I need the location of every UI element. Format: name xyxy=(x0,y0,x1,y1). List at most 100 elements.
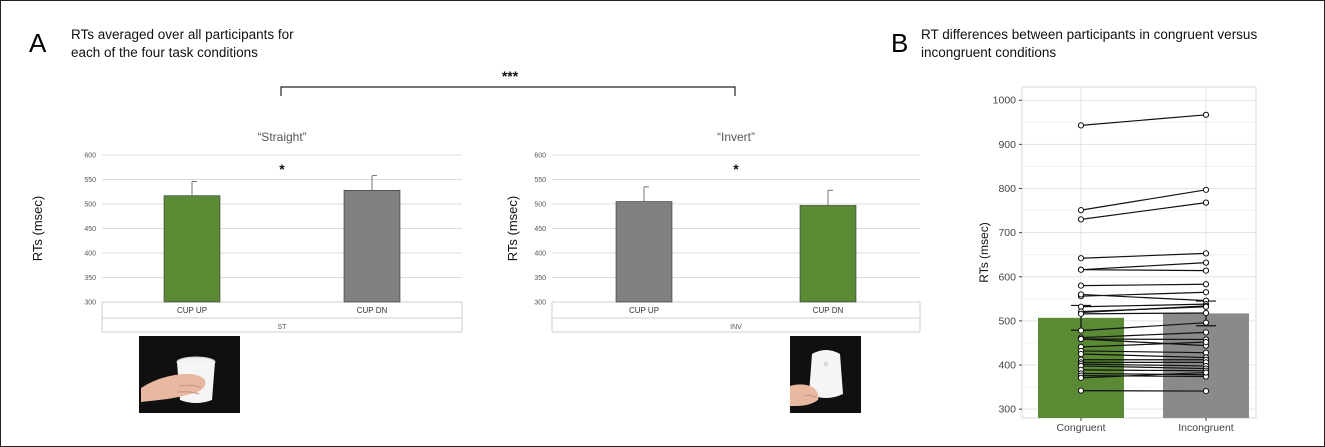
participant-line xyxy=(1080,312,1207,315)
x-category-label: CUP DN xyxy=(813,306,844,315)
participant-line xyxy=(1080,202,1207,220)
participant-line xyxy=(1080,189,1207,211)
y-tick-label: 400 xyxy=(534,251,546,258)
participant-point xyxy=(1202,281,1210,288)
participant-point xyxy=(1202,111,1210,118)
participant-line xyxy=(1080,252,1207,259)
chart-invert: 300 350 400 450 500 550 600 CUP UP CUP DN INV “Inv… xyxy=(505,130,921,333)
y-tick-label: 600 xyxy=(998,271,1016,283)
y-tick-label: 350 xyxy=(84,275,96,282)
overall-significance-label: *** xyxy=(502,68,519,84)
bar xyxy=(163,195,221,303)
participant-line xyxy=(1080,338,1207,347)
y-tick-label: 500 xyxy=(534,202,546,209)
y-tick-label: 700 xyxy=(998,227,1016,239)
participant-point xyxy=(1202,387,1210,395)
participant-line xyxy=(1080,293,1207,302)
panel-a-title-line1: RTs averaged over all participants for xyxy=(71,27,294,42)
significance-label: * xyxy=(279,161,285,177)
participant-line xyxy=(1080,322,1207,332)
participant-line xyxy=(1080,114,1207,126)
participant-point xyxy=(1077,387,1085,394)
participant-line xyxy=(1080,369,1207,372)
participant-line xyxy=(1080,375,1207,378)
participant-point xyxy=(1077,207,1085,214)
participant-point xyxy=(1077,216,1085,223)
participant-point xyxy=(1202,338,1210,346)
chart-congruent-incongruent: 300 400 500 600 700 800 900 1000 Congruent Incong… xyxy=(977,86,1257,434)
cup-inverted-photo xyxy=(790,336,861,413)
y-tick-label: 400 xyxy=(998,360,1016,372)
y-tick-label: 300 xyxy=(534,300,546,307)
x-category-label: Congruent xyxy=(1056,422,1105,434)
y-tick-label: 600 xyxy=(84,153,96,160)
y-tick-label: 900 xyxy=(998,139,1016,151)
participant-line xyxy=(1080,341,1207,348)
participant-line xyxy=(1080,353,1207,359)
participant-point xyxy=(1202,250,1210,257)
y-tick-label: 800 xyxy=(998,183,1016,195)
y-tick-label: 400 xyxy=(84,251,96,258)
y-tick-label: 300 xyxy=(998,404,1016,416)
significance-label: * xyxy=(733,161,739,177)
y-axis-label: RTs (msec) xyxy=(30,196,45,261)
overall-significance-bracket xyxy=(280,86,736,96)
participant-line xyxy=(1080,372,1207,376)
x-category-label: Incongruent xyxy=(1178,422,1234,434)
participant-point xyxy=(1202,259,1210,266)
x-group-label: ST xyxy=(278,324,288,331)
panel-b-title-line2: incongruent conditions xyxy=(921,45,1056,60)
y-tick-label: 500 xyxy=(84,202,96,209)
y-axis-label: RTs (msec) xyxy=(505,196,520,261)
y-tick-label: 350 xyxy=(534,275,546,282)
bar xyxy=(799,205,857,303)
y-tick-label: 300 xyxy=(84,300,96,307)
participant-point xyxy=(1077,255,1085,262)
participant-point xyxy=(1077,327,1085,334)
participant-point xyxy=(1202,267,1210,274)
chart-straight: 300 350 400 450 500 550 600 CUP UP CUP DN ST “Stra… xyxy=(30,130,463,333)
chart-title: “Invert” xyxy=(717,130,755,144)
y-tick-label: 500 xyxy=(998,315,1016,327)
participant-point xyxy=(1077,310,1085,317)
x-category-label: CUP UP xyxy=(177,306,207,315)
y-axis-label: RTs (msec) xyxy=(977,222,991,282)
participant-line xyxy=(1080,303,1207,308)
participant-point xyxy=(1077,374,1085,381)
bar xyxy=(615,201,673,303)
participant-line xyxy=(1080,262,1207,271)
x-category-label: CUP DN xyxy=(357,306,388,315)
participant-line xyxy=(1080,350,1207,354)
x-category-label: CUP UP xyxy=(629,306,659,315)
y-tick-label: 600 xyxy=(534,153,546,160)
panel-b-title-line1: RT differences between participants in c… xyxy=(921,27,1257,42)
cup-upright-photo xyxy=(139,336,240,413)
bar xyxy=(343,189,401,303)
participant-point xyxy=(1077,122,1085,129)
participant-point xyxy=(1202,369,1210,376)
participant-line xyxy=(1080,306,1207,313)
participant-line xyxy=(1080,283,1207,287)
panel-a-letter: A xyxy=(29,28,47,58)
participant-point xyxy=(1202,309,1210,317)
participant-point xyxy=(1077,282,1085,289)
participant-point xyxy=(1077,335,1085,343)
y-tick-label: 550 xyxy=(84,177,96,184)
x-group-label: INV xyxy=(730,324,742,331)
participant-point xyxy=(1202,289,1210,296)
panel-b-letter: B xyxy=(891,28,908,58)
participant-point xyxy=(1202,319,1210,326)
y-tick-label: 450 xyxy=(534,226,546,233)
participant-point xyxy=(1202,303,1210,310)
panel-a-title-line2: each of the four task conditions xyxy=(71,45,258,60)
participant-point xyxy=(1077,291,1085,298)
participant-point xyxy=(1202,329,1210,336)
participant-point xyxy=(1077,350,1085,358)
participant-point xyxy=(1202,186,1210,193)
y-tick-label: 450 xyxy=(84,226,96,233)
participant-point xyxy=(1202,199,1210,206)
participant-point xyxy=(1077,266,1085,273)
chart-title: “Straight” xyxy=(257,130,306,144)
participant-line xyxy=(1080,371,1207,379)
